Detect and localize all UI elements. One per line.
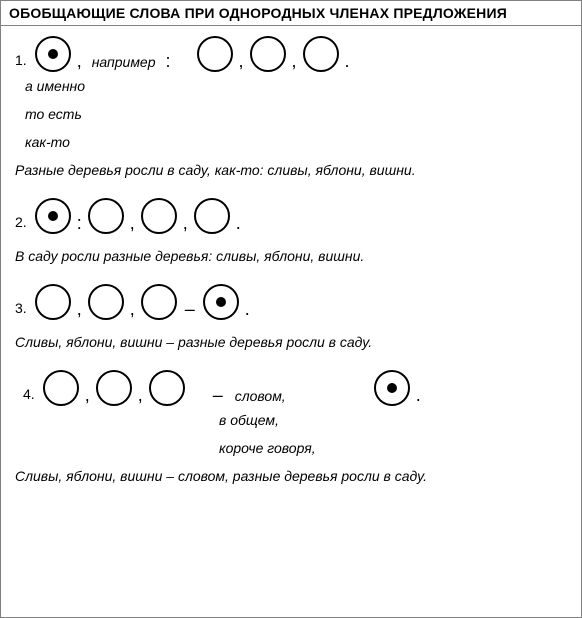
connector-variant: как-то [25,128,571,156]
comma: , [130,213,135,234]
connector-word: например [92,54,156,72]
member-symbol [250,36,286,72]
rule-1-connectors: а именно то есть как-то [25,72,571,156]
comma: , [77,51,82,72]
dot-icon [387,383,397,393]
rule-2-schema: 2. : , , . [15,198,571,234]
comma: , [183,213,188,234]
generalizing-word-symbol [374,370,410,406]
generalizing-word-symbol [35,36,71,72]
rule-2-example: В саду росли разные деревья: сливы, ябло… [15,248,571,264]
comma: , [77,299,82,320]
dash: – [185,299,195,320]
connector-word: словом, [235,388,286,406]
dot-icon [216,297,226,307]
member-symbol [141,284,177,320]
connector-variant: короче говоря, [219,434,571,462]
member-symbol [35,284,71,320]
rule-2-number: 2. [15,214,27,234]
colon: : [77,213,82,234]
rule-1-number: 1. [15,52,27,72]
rule-1-example: Разные деревья росли в саду, как-то: сли… [15,162,571,178]
connector-variant: в общем, [219,406,571,434]
member-symbol [194,198,230,234]
member-symbol [88,284,124,320]
comma: , [138,385,143,406]
member-symbol [88,198,124,234]
page-title: ОБОБЩАЮЩИЕ СЛОВА ПРИ ОДНОРОДНЫХ ЧЛЕНАХ П… [1,1,581,26]
comma: , [85,385,90,406]
period: . [245,299,250,320]
generalizing-word-symbol [203,284,239,320]
dot-icon [48,49,58,59]
page: ОБОБЩАЮЩИЕ СЛОВА ПРИ ОДНОРОДНЫХ ЧЛЕНАХ П… [0,0,582,618]
rule-4-number: 4. [23,386,35,406]
connector-variant: а именно [25,72,571,100]
rule-4-connectors: в общем, короче говоря, [219,406,571,462]
member-symbol [96,370,132,406]
member-symbol [149,370,185,406]
dot-icon [48,211,58,221]
rule-3-example: Сливы, яблони, вишни – разные деревья ро… [15,334,571,350]
member-symbol [303,36,339,72]
rule-4-example: Сливы, яблони, вишни – словом, разные де… [15,468,571,484]
rule-1-schema: 1. , например : , , . [15,36,571,72]
generalizing-word-symbol [35,198,71,234]
rule-3-schema: 3. , , – . [15,284,571,320]
period: . [236,213,241,234]
member-symbol [43,370,79,406]
member-symbol [197,36,233,72]
rule-4-schema: 4. , , – словом, . [23,370,571,406]
dash: – [213,385,223,406]
period: . [345,51,350,72]
member-symbol [141,198,177,234]
period: . [416,385,421,406]
colon: : [165,51,170,72]
comma: , [292,51,297,72]
content: 1. , например : , , . а именно то есть к… [1,26,581,500]
rule-3-number: 3. [15,300,27,320]
comma: , [130,299,135,320]
connector-variant: то есть [25,100,571,128]
comma: , [239,51,244,72]
